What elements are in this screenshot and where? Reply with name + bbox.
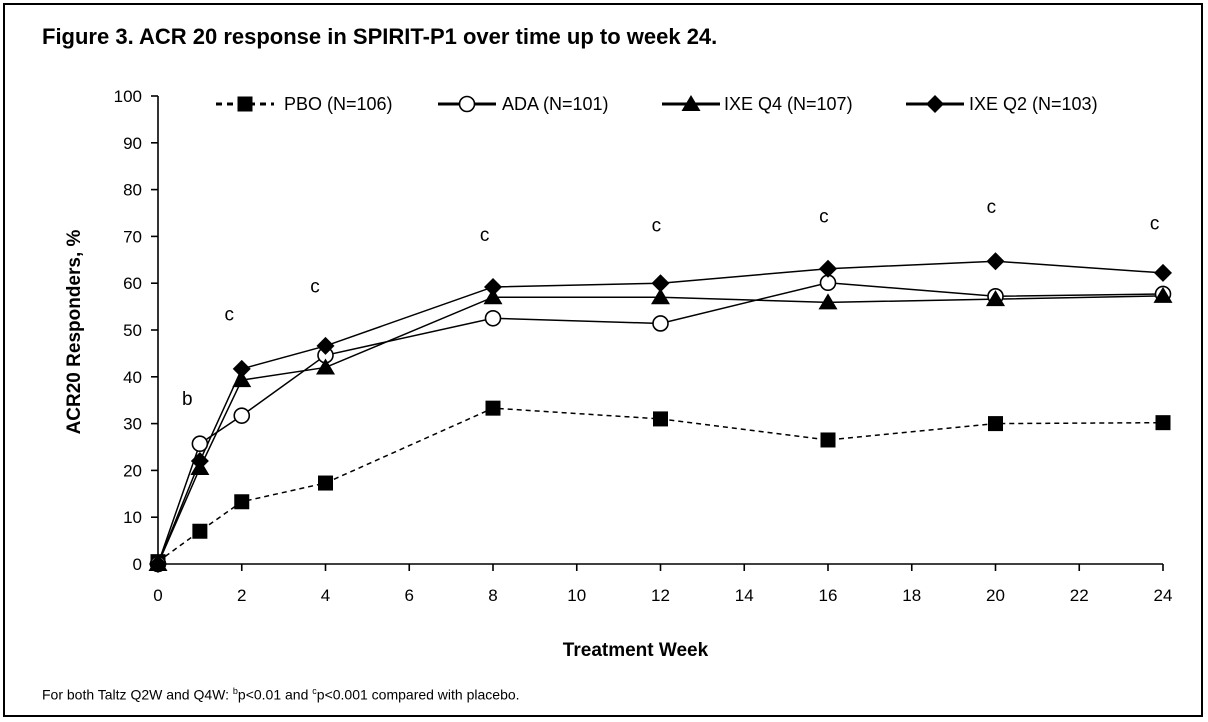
series-2-point bbox=[484, 309, 502, 327]
series-4-point bbox=[651, 274, 670, 293]
y-axis-title: ACR20 Responders, % bbox=[64, 229, 85, 434]
chart-title: Figure 3. ACR 20 response in SPIRIT-P1 o… bbox=[42, 24, 718, 49]
series-3-point bbox=[483, 288, 503, 305]
y-tick-label: 90 bbox=[123, 134, 142, 153]
significance-label: c bbox=[224, 305, 234, 326]
x-tick-label: 20 bbox=[986, 586, 1005, 605]
series-1-point bbox=[192, 523, 208, 539]
series-4-point bbox=[232, 359, 251, 378]
series-4-point bbox=[1154, 263, 1172, 282]
footnote-b-sup: b bbox=[232, 686, 238, 696]
series-1-point bbox=[988, 416, 1003, 432]
legend-label: ADA (N=101) bbox=[502, 94, 609, 114]
x-tick-label: 16 bbox=[819, 586, 838, 605]
series-3-point bbox=[818, 293, 838, 310]
footnote-prefix: For both Taltz Q2W and Q4W: bbox=[42, 686, 233, 703]
x-tick-label: 18 bbox=[902, 586, 921, 605]
y-tick-label: 100 bbox=[114, 87, 142, 106]
series-4-point bbox=[149, 555, 167, 573]
legend-marker bbox=[237, 96, 253, 112]
significance-label: c bbox=[480, 225, 490, 246]
series-4-point bbox=[986, 252, 1005, 271]
significance-label: c bbox=[1150, 213, 1160, 234]
x-tick-label: 8 bbox=[488, 586, 497, 605]
series-2-point bbox=[233, 407, 251, 424]
legend-label: IXE Q4 (N=107) bbox=[724, 94, 853, 114]
series-1-point bbox=[318, 475, 333, 491]
y-tick-label: 40 bbox=[123, 368, 142, 387]
y-tick-label: 20 bbox=[123, 461, 142, 480]
series-3-point bbox=[316, 358, 335, 375]
series-4-point bbox=[484, 277, 502, 296]
legend-item-2: ADA (N=101) bbox=[438, 94, 609, 114]
y-tick-label: 10 bbox=[123, 508, 142, 527]
series-4-point bbox=[190, 452, 209, 471]
series-1-point bbox=[820, 432, 836, 448]
series-2-point bbox=[652, 315, 669, 332]
y-tick-label: 60 bbox=[123, 274, 142, 293]
legend-label: PBO (N=106) bbox=[284, 94, 393, 114]
legend-marker bbox=[681, 95, 701, 111]
series-line-3 bbox=[157, 295, 1164, 565]
legend-item-3: IXE Q4 (N=107) bbox=[662, 94, 853, 114]
x-tick-label: 10 bbox=[567, 586, 586, 605]
series-1-point bbox=[653, 411, 668, 427]
legend-marker bbox=[926, 95, 944, 113]
legend-item-1: PBO (N=106) bbox=[216, 94, 393, 114]
legend-item-4: IXE Q2 (N=103) bbox=[906, 94, 1098, 114]
footnote-b-text: p<0.01 and bbox=[237, 686, 313, 703]
x-tick-label: 22 bbox=[1070, 586, 1089, 605]
significance-label: c bbox=[819, 206, 829, 227]
x-tick-label: 24 bbox=[1154, 586, 1173, 605]
y-tick-label: 80 bbox=[123, 181, 142, 200]
y-tick-label: 70 bbox=[123, 227, 142, 246]
series-2-point bbox=[191, 435, 209, 453]
series-line-1 bbox=[157, 407, 1164, 563]
footnote-c-text: p<0.001 compared with placebo. bbox=[316, 686, 520, 703]
y-tick-label: 50 bbox=[123, 321, 142, 340]
footnote-c-sup: c bbox=[312, 686, 317, 696]
significance-label: c bbox=[652, 216, 662, 237]
series-3-point bbox=[232, 371, 252, 388]
series-4-point bbox=[819, 259, 837, 278]
significance-label: c bbox=[987, 197, 997, 218]
significance-label: b bbox=[182, 389, 193, 410]
series-3-point bbox=[651, 288, 670, 305]
x-tick-label: 12 bbox=[651, 586, 670, 605]
series-1-point bbox=[485, 400, 501, 416]
figure-frame bbox=[3, 3, 1203, 717]
series-1-point bbox=[234, 494, 250, 510]
x-tick-label: 2 bbox=[237, 586, 246, 605]
y-tick-label: 0 bbox=[133, 555, 142, 574]
x-tick-label: 4 bbox=[321, 586, 330, 605]
y-tick-label: 30 bbox=[123, 415, 142, 434]
series-3-point bbox=[986, 290, 1005, 307]
significance-label: c bbox=[310, 277, 320, 298]
legend-marker bbox=[458, 95, 476, 113]
x-axis-title: Treatment Week bbox=[563, 640, 709, 661]
series-4-point bbox=[316, 336, 335, 355]
series-3-point bbox=[1153, 286, 1173, 303]
x-tick-label: 14 bbox=[735, 586, 754, 605]
legend-label: IXE Q2 (N=103) bbox=[969, 94, 1098, 114]
x-tick-label: 6 bbox=[405, 586, 414, 605]
footnote: For both Taltz Q2W and Q4W: bp<0.01 and … bbox=[42, 686, 520, 703]
x-tick-label: 0 bbox=[153, 586, 162, 605]
series-1-point bbox=[1155, 415, 1171, 431]
